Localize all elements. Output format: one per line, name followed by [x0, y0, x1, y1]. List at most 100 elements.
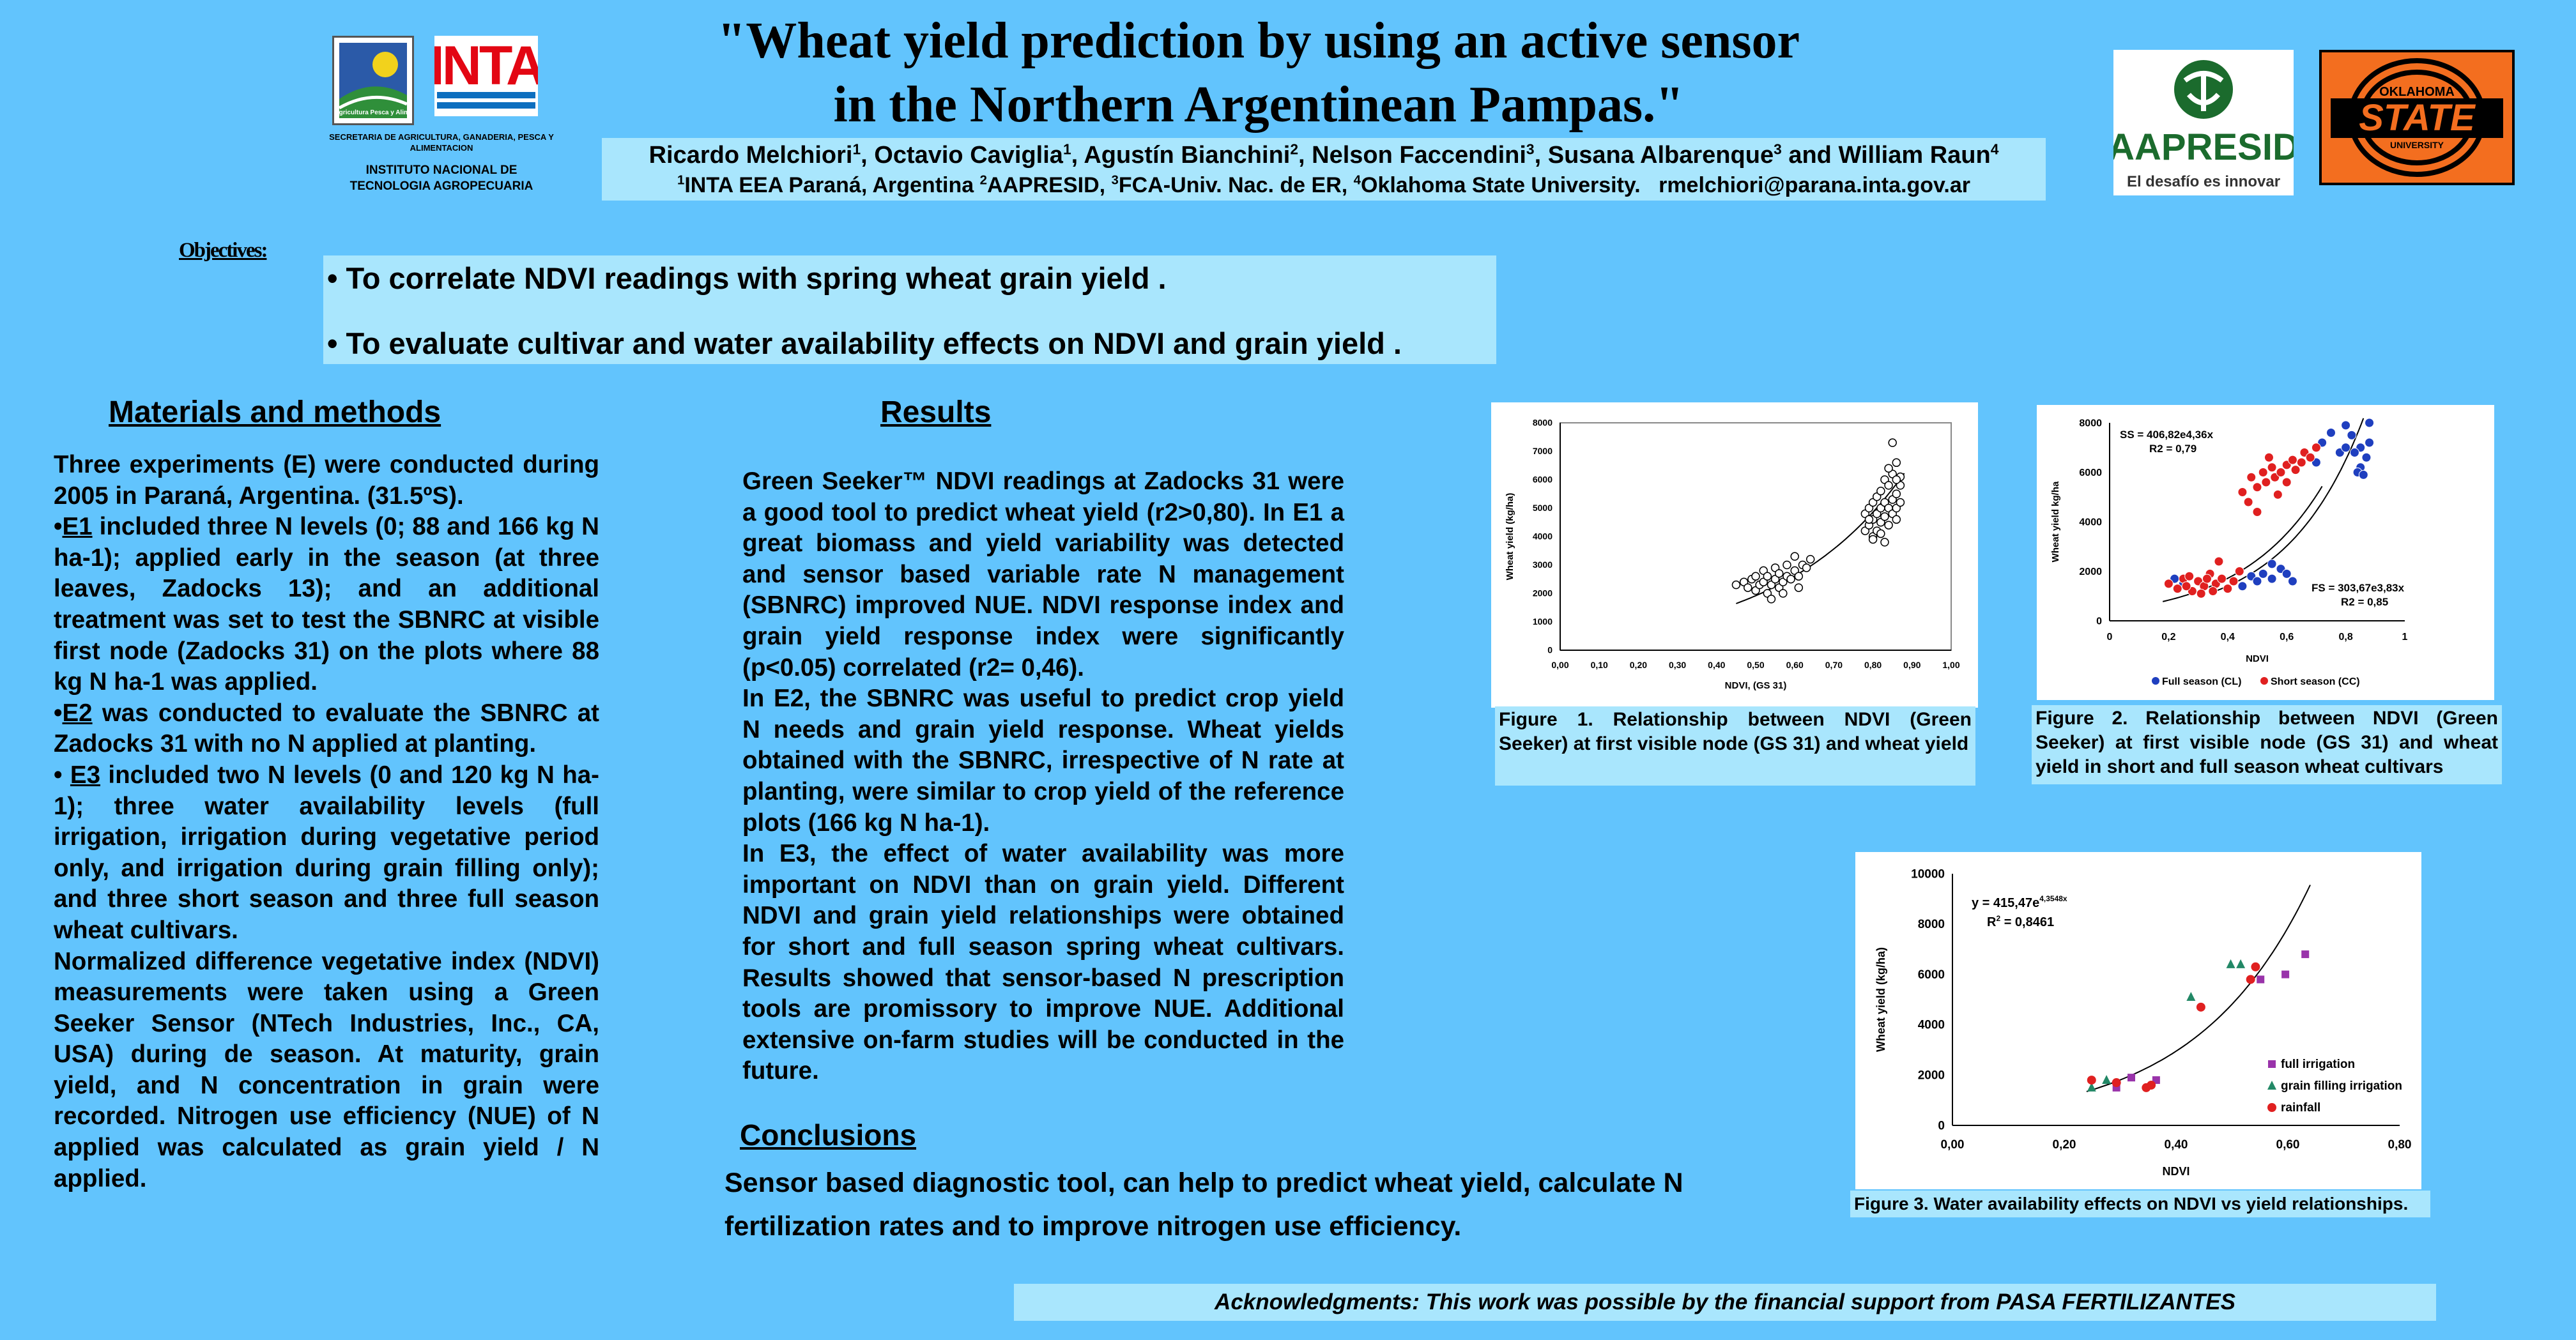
y-axis-label: Wheat yield kg/ha: [2050, 481, 2061, 562]
data-point: [2301, 950, 2310, 959]
y-tick-label: 6000: [2079, 468, 2102, 478]
point-full-season: [2281, 568, 2292, 579]
point-full-season: [2349, 448, 2359, 457]
x-tick-label: 0,50: [1747, 660, 1764, 670]
x-axis-label: NDVI: [2162, 1165, 2189, 1178]
y-tick-label: 1000: [1533, 616, 1552, 627]
point-short-season: [2311, 443, 2321, 453]
data-point: [1876, 487, 1885, 496]
figure-2-chart: 0 0,2 0,4 0,6 0,8 1 0 2000 4000 6000 8000 NDVI Wheat…: [2050, 418, 2408, 687]
authors-box: Ricardo Melchiori1, Octavio Caviglia1, A…: [602, 138, 2046, 201]
data-point: [2281, 970, 2290, 978]
aapresid-tagline: El desafío es innovar: [2127, 173, 2280, 190]
y-tick-label: 6000: [1533, 475, 1552, 485]
x-tick-label: 0,80: [2388, 1138, 2412, 1152]
objectives-box: • To correlate NDVI readings with spring…: [323, 255, 1496, 364]
e2-text: was conducted to evaluate the SBNRC at Z…: [54, 699, 599, 758]
data-point: [1779, 589, 1788, 598]
figure-3-panel: 0,00 0,20 0,40 0,60 0,80 0 2000 4000 6000 8000 100…: [1855, 852, 2421, 1189]
osu-logo-top: OKLAHOMA: [2379, 85, 2455, 99]
data-point: [1884, 481, 1893, 490]
fs-equation: FS = 303,67e3,83x: [2312, 582, 2405, 594]
y-tick-label: 3000: [1533, 560, 1552, 570]
data-point: [1731, 580, 1741, 590]
ss-r2: R2 = 0,79: [2149, 443, 2196, 455]
point-full-season: [2365, 438, 2375, 448]
point-short-season: [2196, 588, 2206, 598]
y-tick-label: 4000: [1918, 1019, 1945, 1032]
x-tick-label: 1,00: [1942, 660, 1959, 670]
poster-title: "Wheat yield prediction by using an acti…: [690, 9, 1827, 137]
y-tick-label: 10000: [1911, 867, 1945, 881]
sagpya-logo: Sec. Agricultura Pesca y Alimentos: [319, 36, 427, 125]
point-short-season: [2228, 576, 2239, 586]
point-short-season: [2252, 482, 2262, 492]
point-short-season: [2181, 581, 2191, 591]
point-short-season: [2267, 462, 2277, 473]
point-short-season: [2305, 452, 2315, 462]
point-full-season: [2347, 430, 2357, 440]
x-tick-label: 0,00: [1551, 660, 1568, 670]
data-point: [1892, 515, 1901, 524]
plot-frame: [1560, 422, 1952, 651]
author-4-sup: 3: [1526, 141, 1535, 158]
inta-fullname: INSTITUTO NACIONAL DE TECNOLOGIA AGROPEC…: [316, 162, 567, 194]
point-full-season: [2341, 420, 2351, 430]
author-2: Octavio Caviglia: [874, 142, 1063, 169]
legend-marker: [2268, 1060, 2276, 1068]
figure-3-chart: 0,00 0,20 0,40 0,60 0,80 0 2000 4000 6000 8000 100…: [1874, 867, 2412, 1178]
data-point: [1880, 538, 1889, 547]
point-short-season: [2281, 477, 2292, 487]
point-short-season: [2214, 556, 2224, 567]
point-short-season: [2163, 579, 2174, 589]
y-tick-label: 0: [1547, 645, 1552, 655]
objective-1-text: To correlate NDVI readings with spring w…: [346, 261, 1167, 295]
email: rmelchiori@parana.inta.gov.ar: [1659, 173, 1970, 197]
data-point: [2257, 975, 2265, 984]
point-full-season: [2267, 559, 2277, 569]
point-short-season: [2184, 571, 2195, 581]
trend-line: [2086, 885, 2311, 1092]
point-full-season: [2287, 576, 2297, 586]
data-point: [1767, 595, 1776, 604]
data-point: [1751, 572, 1760, 581]
inta-fullname-line2: TECNOLOGIA AGROPECUARIA: [349, 179, 533, 193]
acknowledgments: Acknowledgments: This work was possible …: [1014, 1284, 2436, 1321]
y-tick-label: 8000: [2079, 418, 2102, 429]
point-full-season: [2258, 568, 2268, 579]
affil-1-sup: 1: [677, 173, 685, 188]
osu-logo-bottom: UNIVERSITY: [2390, 140, 2444, 150]
affil-4: Oklahoma State University.: [1361, 173, 1641, 197]
e1-label: E1: [62, 513, 93, 541]
point-short-season: [2243, 497, 2253, 507]
point-short-season: [2172, 584, 2182, 594]
data-point: [1868, 535, 1878, 544]
y-tick-label: 5000: [1533, 503, 1552, 513]
figure-2-panel: 0 0,2 0,4 0,6 0,8 1 0 2000 4000 6000 8000 NDVI Wheat…: [2037, 405, 2494, 700]
figure-1-panel: 0,00 0,10 0,20 0,30 0,40 0,50 0,60 0,70 0,80 0,90…: [1491, 402, 1978, 708]
point-full-season: [2252, 576, 2262, 586]
y-tick-label: 7000: [1533, 446, 1552, 456]
r-squared: R2 = 0,8461: [1987, 914, 2054, 929]
conclusions-heading: Conclusions: [740, 1118, 917, 1152]
data-point: [1880, 512, 1889, 521]
title-line1: "Wheat yield prediction by using an acti…: [717, 13, 1800, 69]
r-squared-sup: 2: [1996, 914, 2000, 923]
y-tick-label: 0: [1938, 1119, 1945, 1132]
legend-marker: [2152, 677, 2159, 685]
secretaria-text: SECRETARIA DE AGRICULTURA, GANADERIA, PE…: [329, 132, 554, 153]
x-tick-label: 0,90: [1903, 660, 1920, 670]
x-tick-label: 0,00: [1941, 1138, 1965, 1152]
data-point: [2102, 1075, 2112, 1085]
data-point: [2246, 975, 2255, 984]
y-tick-label: 2000: [1533, 588, 1552, 598]
affiliations: 1INTA EEA Paraná, Argentina 2AAPRESID, 3…: [602, 171, 2046, 199]
objective-2-text: To evaluate cultivar and water availabil…: [346, 326, 1402, 360]
affil-3-sup: 3: [1111, 173, 1119, 188]
equation-exponent: 4,3548x: [2039, 894, 2067, 903]
affil-2: AAPRESID,: [986, 173, 1112, 197]
point-short-season: [2202, 574, 2212, 584]
results-p2: In E2, the SBNRC was useful to predict c…: [742, 685, 1344, 837]
author-5: Susana Albarenque: [1547, 142, 1774, 169]
materials-p1: Three experiments (E) were conducted dur…: [54, 451, 599, 510]
